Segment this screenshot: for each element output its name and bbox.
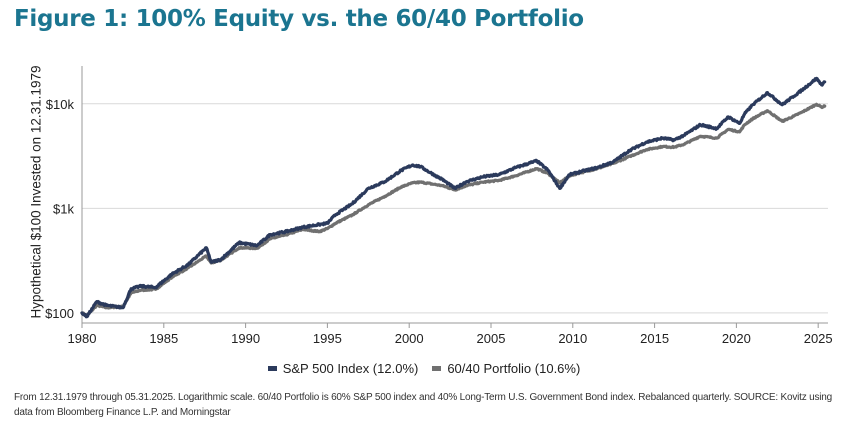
- legend: S&P 500 Index (12.0%) 60/40 Portfolio (1…: [0, 361, 848, 376]
- x-tick-label-8: 2020: [722, 331, 751, 346]
- series-lines: [80, 76, 827, 319]
- x-tick-label-0: 1980: [68, 331, 97, 346]
- y-axis-label: Hypothetical $100 Invested on 12.31.1979: [28, 65, 44, 319]
- legend-item-sp500[interactable]: S&P 500 Index (12.0%): [267, 361, 419, 376]
- legend-swatch-sp500: [267, 366, 277, 371]
- series-line-sp500: [80, 76, 827, 319]
- legend-label-60-40: 60/40 Portfolio (10.6%): [447, 361, 581, 376]
- x-tick-label-2: 1990: [231, 331, 260, 346]
- x-tick-label-5: 2005: [477, 331, 506, 346]
- y-tick-label-1: $1k: [53, 201, 74, 216]
- x-tick-label-9: 2025: [804, 331, 833, 346]
- y-axis-ticks: $100 $1k $10k: [45, 97, 74, 321]
- x-axis-ticks: 1980 1985 1990 1995 2000 2005 2010 2015 2020 2025: [68, 323, 833, 346]
- legend-label-sp500: S&P 500 Index (12.0%): [282, 361, 419, 376]
- y-tick-label-2: $10k: [46, 97, 75, 112]
- series-line-60-40: [80, 102, 827, 318]
- legend-swatch-60-40: [432, 366, 442, 371]
- x-tick-label-7: 2015: [640, 331, 669, 346]
- figure-footnote: From 12.31.1979 through 05.31.2025. Loga…: [14, 392, 833, 418]
- x-tick-label-3: 1995: [313, 331, 342, 346]
- x-tick-label-6: 2010: [558, 331, 587, 346]
- legend-item-60-40[interactable]: 60/40 Portfolio (10.6%): [432, 361, 580, 376]
- y-tick-label-0: $100: [45, 306, 74, 321]
- gridlines: [82, 103, 828, 314]
- figure-title: Figure 1: 100% Equity vs. the 60/40 Port…: [14, 6, 584, 32]
- x-tick-label-1: 1985: [149, 331, 178, 346]
- line-chart: $100 $1k $10k 1980 1985 1990 1995 2000 2005 2010…: [45, 66, 833, 346]
- x-tick-label-4: 2000: [395, 331, 424, 346]
